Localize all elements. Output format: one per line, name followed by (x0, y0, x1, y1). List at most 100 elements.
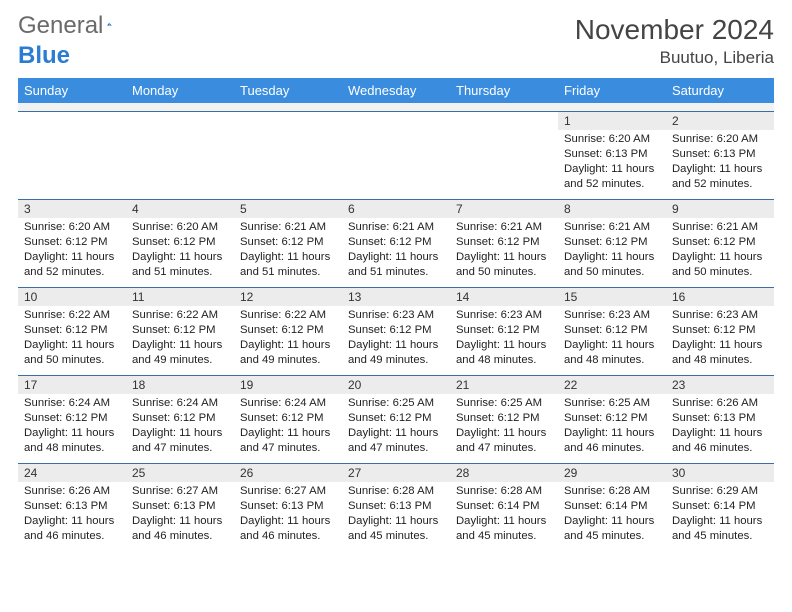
dayname-thu: Thursday (450, 78, 558, 103)
daylight-text: Daylight: 11 hours and 50 minutes. (672, 250, 768, 281)
day-content: Sunrise: 6:21 AMSunset: 6:12 PMDaylight:… (666, 218, 774, 287)
sunset-text: Sunset: 6:12 PM (348, 411, 444, 426)
sunset-text: Sunset: 6:12 PM (240, 411, 336, 426)
week-row: 3Sunrise: 6:20 AMSunset: 6:12 PMDaylight… (18, 199, 774, 287)
day-cell: 21Sunrise: 6:25 AMSunset: 6:12 PMDayligh… (450, 375, 558, 463)
daylight-text: Daylight: 11 hours and 52 minutes. (564, 162, 660, 193)
day-number: 17 (18, 376, 126, 394)
sunset-text: Sunset: 6:13 PM (24, 499, 120, 514)
sunrise-text: Sunrise: 6:22 AM (132, 308, 228, 323)
daylight-text: Daylight: 11 hours and 52 minutes. (672, 162, 768, 193)
daylight-text: Daylight: 11 hours and 46 minutes. (240, 514, 336, 545)
sunrise-text: Sunrise: 6:20 AM (24, 220, 120, 235)
day-content: Sunrise: 6:21 AMSunset: 6:12 PMDaylight:… (234, 218, 342, 287)
daylight-text: Daylight: 11 hours and 48 minutes. (456, 338, 552, 369)
day-number: 22 (558, 376, 666, 394)
sunrise-text: Sunrise: 6:21 AM (456, 220, 552, 235)
day-number: 10 (18, 288, 126, 306)
daylight-text: Daylight: 11 hours and 48 minutes. (564, 338, 660, 369)
day-cell: 10Sunrise: 6:22 AMSunset: 6:12 PMDayligh… (18, 287, 126, 375)
daylight-text: Daylight: 11 hours and 51 minutes. (240, 250, 336, 281)
day-number: 1 (558, 112, 666, 130)
day-content: Sunrise: 6:22 AMSunset: 6:12 PMDaylight:… (18, 306, 126, 375)
sunrise-text: Sunrise: 6:21 AM (240, 220, 336, 235)
sunset-text: Sunset: 6:12 PM (348, 235, 444, 250)
daylight-text: Daylight: 11 hours and 46 minutes. (132, 514, 228, 545)
sunrise-text: Sunrise: 6:23 AM (564, 308, 660, 323)
day-number: 14 (450, 288, 558, 306)
calendar-table: Sunday Monday Tuesday Wednesday Thursday… (18, 78, 774, 551)
day-content: Sunrise: 6:21 AMSunset: 6:12 PMDaylight:… (342, 218, 450, 287)
daylight-text: Daylight: 11 hours and 50 minutes. (564, 250, 660, 281)
sunset-text: Sunset: 6:12 PM (132, 323, 228, 338)
sunrise-text: Sunrise: 6:25 AM (456, 396, 552, 411)
sunset-text: Sunset: 6:13 PM (240, 499, 336, 514)
sunset-text: Sunset: 6:14 PM (564, 499, 660, 514)
day-content: Sunrise: 6:21 AMSunset: 6:12 PMDaylight:… (558, 218, 666, 287)
day-cell: 2Sunrise: 6:20 AMSunset: 6:13 PMDaylight… (666, 111, 774, 199)
sunrise-text: Sunrise: 6:27 AM (132, 484, 228, 499)
day-number: 5 (234, 200, 342, 218)
day-content: Sunrise: 6:23 AMSunset: 6:12 PMDaylight:… (666, 306, 774, 375)
day-cell (18, 111, 126, 199)
day-number: 30 (666, 464, 774, 482)
day-cell: 6Sunrise: 6:21 AMSunset: 6:12 PMDaylight… (342, 199, 450, 287)
day-number: 3 (18, 200, 126, 218)
calendar-page: General November 2024 Buutuo, Liberia Bl… (0, 0, 792, 565)
sunrise-text: Sunrise: 6:23 AM (456, 308, 552, 323)
day-content (450, 116, 558, 176)
day-content: Sunrise: 6:23 AMSunset: 6:12 PMDaylight:… (450, 306, 558, 375)
day-number: 29 (558, 464, 666, 482)
sunrise-text: Sunrise: 6:22 AM (24, 308, 120, 323)
dayname-wed: Wednesday (342, 78, 450, 103)
daylight-text: Daylight: 11 hours and 45 minutes. (672, 514, 768, 545)
spacer-row (18, 103, 774, 111)
daylight-text: Daylight: 11 hours and 52 minutes. (24, 250, 120, 281)
day-cell: 19Sunrise: 6:24 AMSunset: 6:12 PMDayligh… (234, 375, 342, 463)
dayname-tue: Tuesday (234, 78, 342, 103)
brand-accent-text: Blue (18, 42, 70, 69)
day-content: Sunrise: 6:23 AMSunset: 6:12 PMDaylight:… (558, 306, 666, 375)
daylight-text: Daylight: 11 hours and 51 minutes. (132, 250, 228, 281)
dayname-fri: Friday (558, 78, 666, 103)
sunrise-text: Sunrise: 6:28 AM (456, 484, 552, 499)
day-number: 11 (126, 288, 234, 306)
sunrise-text: Sunrise: 6:27 AM (240, 484, 336, 499)
day-content (342, 116, 450, 176)
sunrise-text: Sunrise: 6:28 AM (564, 484, 660, 499)
brand-accent-wrap: Blue (18, 44, 70, 68)
sunrise-text: Sunrise: 6:28 AM (348, 484, 444, 499)
day-cell: 15Sunrise: 6:23 AMSunset: 6:12 PMDayligh… (558, 287, 666, 375)
daylight-text: Daylight: 11 hours and 47 minutes. (456, 426, 552, 457)
day-number: 2 (666, 112, 774, 130)
daylight-text: Daylight: 11 hours and 49 minutes. (132, 338, 228, 369)
sunset-text: Sunset: 6:12 PM (132, 411, 228, 426)
sunset-text: Sunset: 6:13 PM (672, 411, 768, 426)
sunset-text: Sunset: 6:12 PM (456, 323, 552, 338)
sunrise-text: Sunrise: 6:22 AM (240, 308, 336, 323)
day-content: Sunrise: 6:28 AMSunset: 6:14 PMDaylight:… (558, 482, 666, 551)
day-number: 8 (558, 200, 666, 218)
week-row: 17Sunrise: 6:24 AMSunset: 6:12 PMDayligh… (18, 375, 774, 463)
day-cell: 12Sunrise: 6:22 AMSunset: 6:12 PMDayligh… (234, 287, 342, 375)
sunset-text: Sunset: 6:12 PM (240, 323, 336, 338)
day-number: 23 (666, 376, 774, 394)
day-cell: 13Sunrise: 6:23 AMSunset: 6:12 PMDayligh… (342, 287, 450, 375)
daylight-text: Daylight: 11 hours and 48 minutes. (24, 426, 120, 457)
day-cell: 1Sunrise: 6:20 AMSunset: 6:13 PMDaylight… (558, 111, 666, 199)
day-cell: 25 Sunrise: 6:27 AMSunset: 6:13 PMDayligh… (126, 463, 234, 551)
sunset-text: Sunset: 6:13 PM (132, 499, 228, 514)
day-cell: 20Sunrise: 6:25 AMSunset: 6:12 PMDayligh… (342, 375, 450, 463)
sunset-text: Sunset: 6:12 PM (564, 235, 660, 250)
dayname-sun: Sunday (18, 78, 126, 103)
sunrise-text: Sunrise: 6:26 AM (24, 484, 120, 499)
day-content: Sunrise: 6:20 AMSunset: 6:12 PMDaylight:… (18, 218, 126, 287)
page-title: November 2024 (575, 14, 774, 46)
sunset-text: Sunset: 6:14 PM (672, 499, 768, 514)
sunset-text: Sunset: 6:12 PM (564, 323, 660, 338)
week-row: 10Sunrise: 6:22 AMSunset: 6:12 PMDayligh… (18, 287, 774, 375)
sunset-text: Sunset: 6:12 PM (240, 235, 336, 250)
day-content: Sunrise: 6:26 AMSunset: 6:13 PMDaylight:… (18, 482, 126, 551)
day-number: 25 (126, 464, 234, 482)
day-content: Sunrise: 6:22 AMSunset: 6:12 PMDaylight:… (234, 306, 342, 375)
